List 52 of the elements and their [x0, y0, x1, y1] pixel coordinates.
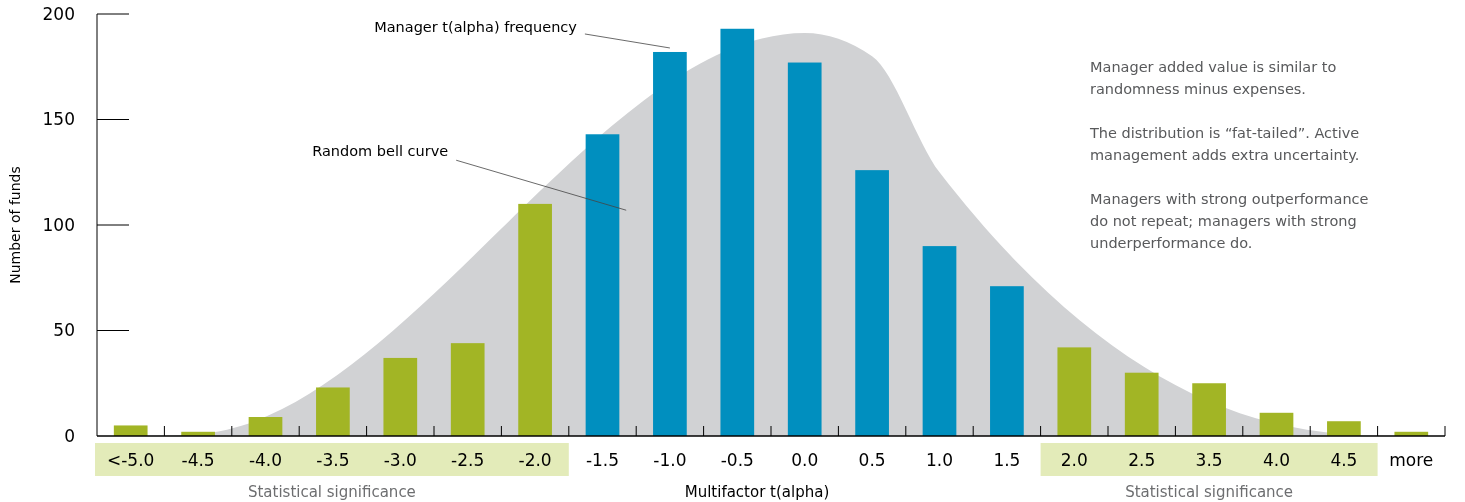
bar	[450, 343, 485, 436]
bar	[248, 417, 283, 436]
bar	[1327, 421, 1361, 436]
bar	[855, 170, 889, 436]
bar	[990, 286, 1024, 436]
x-tick-label: 1.5	[993, 449, 1021, 470]
y-tick-label: 100	[42, 214, 75, 235]
x-tick-label: <-5.0	[106, 449, 155, 470]
bar	[1124, 372, 1159, 436]
x-tick-label: -3.0	[383, 449, 417, 470]
annotation: Manager added value is similar to randomness minus expenses.	[1090, 59, 1337, 97]
y-tick-label: 50	[53, 320, 75, 341]
x-tick-label: -1.0	[653, 449, 687, 470]
y-axis-title: Number of funds	[7, 166, 23, 284]
annotation: The distribution is “fat-tailed”. Active management adds extra uncertainty.	[1089, 125, 1360, 163]
bar	[585, 134, 620, 436]
bar	[653, 51, 687, 436]
x-tick-label: -4.0	[248, 449, 283, 470]
x-tick-label: 3.5	[1195, 449, 1223, 470]
y-tick-label: 200	[42, 3, 75, 24]
bar	[1259, 412, 1294, 436]
x-tick-label: 4.0	[1262, 449, 1291, 470]
bar	[787, 62, 822, 436]
y-tick-label: 0	[64, 425, 75, 446]
text: Statistical significance	[247, 483, 416, 501]
x-tick-label: more	[1389, 449, 1434, 470]
bar	[316, 387, 350, 436]
x-tick-label: -3.5	[316, 449, 350, 470]
bar	[113, 425, 148, 436]
annotation: Manager t(alpha) frequency	[374, 18, 578, 35]
x-tick-label: 2.5	[1128, 449, 1156, 470]
text: Statistical significance	[1125, 483, 1294, 501]
annotation: Managers with strong outperformance do not repeat; managers with strong underperformance do.	[1090, 191, 1369, 251]
x-tick-label: 1.0	[925, 449, 954, 470]
x-tick-label: 4.5	[1330, 449, 1358, 470]
bar	[1057, 347, 1092, 436]
bar	[720, 28, 755, 436]
x-tick-label: -2.0	[518, 449, 552, 470]
x-axis-title: Multifactor t(alpha)	[684, 483, 830, 501]
y-tick-label: 150	[42, 109, 75, 130]
bar	[922, 246, 957, 436]
bar	[1192, 383, 1226, 436]
bar	[383, 357, 418, 436]
x-tick-label: 2.0	[1060, 449, 1088, 470]
bar	[518, 203, 552, 436]
annotation: Random bell curve	[312, 143, 449, 160]
x-tick-label: -1.5	[585, 449, 620, 470]
x-tick-label: 0.0	[791, 449, 819, 470]
x-tick-label: -4.5	[181, 449, 215, 470]
x-tick-label: 0.5	[858, 449, 886, 470]
x-tick-label: -2.5	[451, 449, 485, 470]
x-tick-label: -0.5	[720, 449, 754, 470]
